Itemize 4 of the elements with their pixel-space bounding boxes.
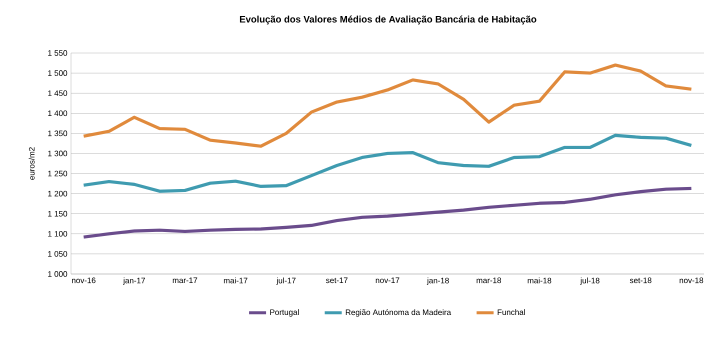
line-series [82, 63, 693, 148]
chart-title: Evolução dos Valores Médios de Avaliação Bancária de Habitação [240, 16, 536, 24]
line-series [82, 186, 693, 239]
line-series [82, 134, 693, 193]
